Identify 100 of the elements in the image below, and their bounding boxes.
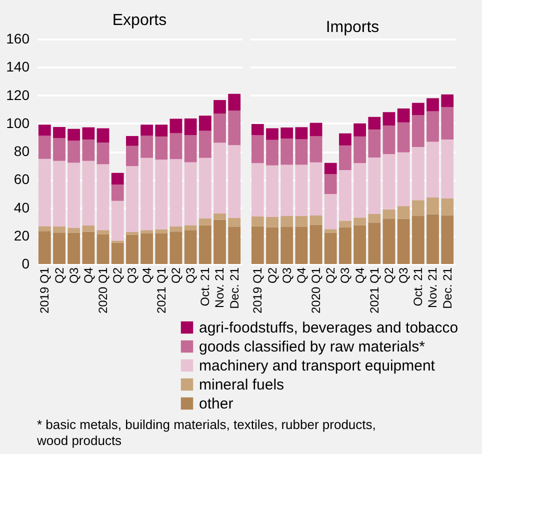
bar: [280, 127, 294, 139]
y-tick-label: 160: [6, 30, 30, 46]
bar: [295, 216, 308, 228]
bar: [339, 145, 352, 170]
bar: [441, 94, 454, 108]
bar: [354, 136, 366, 164]
bar: [295, 164, 308, 216]
bar: [214, 214, 226, 220]
bar: [266, 140, 278, 166]
bar: [82, 225, 95, 232]
bar: [266, 165, 278, 218]
bar: [170, 159, 182, 226]
legend-label: other: [199, 396, 234, 412]
bar: [295, 227, 308, 264]
bar: [82, 232, 95, 264]
bar: [155, 136, 168, 160]
x-tick-label: Q3: [396, 267, 411, 284]
x-tick-label: Dec. 21: [227, 267, 242, 309]
bar: [251, 124, 264, 136]
bar: [184, 162, 197, 226]
x-tick-label: Q3: [338, 267, 352, 284]
x-tick-label: Q2: [324, 267, 338, 284]
bar: [251, 163, 264, 216]
legend-label: machinery and transport equipment: [199, 358, 436, 374]
bar: [53, 160, 66, 226]
bar: [38, 226, 51, 232]
bar: [339, 227, 352, 264]
bar: [126, 166, 138, 232]
bar: [111, 200, 124, 241]
x-tick-label: Q2: [265, 267, 280, 284]
bar: [155, 229, 168, 234]
x-tick-label: Nov. 21: [212, 267, 227, 308]
bar: [397, 108, 410, 122]
x-tick-label: 2020 Q1: [309, 267, 324, 314]
bar: [339, 170, 352, 221]
bar: [280, 164, 294, 216]
x-tick-label: 2021 Q1: [154, 267, 168, 314]
y-tick-label: 60: [14, 171, 30, 188]
bar: [198, 225, 212, 264]
bar: [214, 114, 226, 143]
bar: [412, 115, 424, 147]
bar: [68, 228, 80, 233]
bar: [228, 227, 241, 264]
bar: [368, 116, 381, 130]
bar: [251, 226, 264, 264]
bar: [426, 214, 439, 264]
bar: [140, 136, 153, 158]
bar: [53, 127, 66, 138]
y-tick-label: 120: [6, 86, 30, 103]
bar: [214, 142, 226, 214]
y-tick-label: 20: [14, 227, 30, 244]
legend-label: mineral fuels: [199, 376, 284, 394]
y-tick-label: 100: [6, 114, 30, 131]
bar: [184, 230, 197, 264]
bar: [280, 227, 294, 264]
bar: [368, 130, 381, 158]
bar: [441, 107, 454, 140]
bar: [426, 197, 439, 214]
bar: [82, 160, 95, 226]
bar: [53, 232, 66, 264]
bar: [368, 158, 381, 214]
bar: [397, 218, 410, 264]
bar: [354, 163, 366, 218]
bar: [310, 215, 322, 225]
bar: [295, 139, 308, 165]
bar: [228, 94, 241, 111]
bar: [324, 174, 337, 194]
bar: [155, 233, 168, 264]
bar: [324, 232, 337, 264]
bar: [324, 229, 337, 233]
bar: [38, 136, 51, 159]
y-tick-label: 40: [14, 199, 30, 216]
bar: [339, 220, 352, 228]
bar: [426, 142, 439, 198]
bar: [310, 162, 322, 216]
bar: [68, 140, 80, 163]
bar: [310, 136, 322, 162]
bar: [170, 232, 182, 264]
bar: [441, 140, 454, 198]
bar: [441, 215, 454, 264]
bar: [155, 124, 168, 137]
x-tick-label: Q2: [168, 267, 183, 284]
bar: [339, 133, 352, 146]
bar: [140, 124, 153, 136]
bar: [412, 216, 424, 264]
bar: [382, 218, 396, 264]
bar: [280, 138, 294, 165]
bar: [368, 222, 381, 264]
bar: [96, 230, 110, 234]
x-tick-label: Q3: [66, 267, 81, 284]
bar: [96, 234, 110, 264]
bar: [68, 162, 80, 228]
bar: [184, 135, 197, 162]
bar: [68, 232, 80, 264]
bar: [140, 158, 153, 230]
bar: [412, 200, 424, 216]
bar: [214, 220, 226, 264]
x-tick-label: Q2: [110, 267, 125, 284]
bar: [251, 135, 264, 164]
bar: [397, 122, 410, 152]
